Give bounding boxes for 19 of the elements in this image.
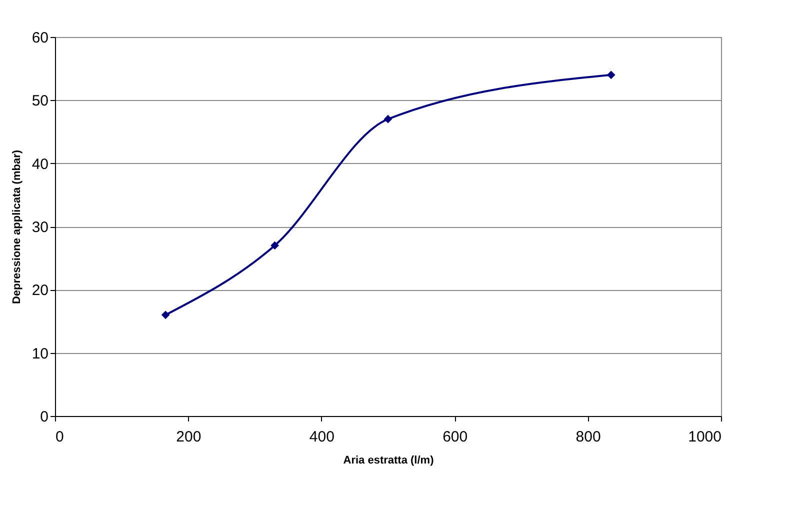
point — [384, 114, 392, 124]
y-tick-label: 10 — [32, 345, 48, 362]
y-tick-label: 50 — [32, 92, 48, 110]
x-tick-label: 1000 — [688, 428, 722, 446]
x-tick-label: 800 — [576, 428, 601, 446]
x-axis-title: Aria estratta (l/m) — [343, 454, 434, 466]
x-tick-label: 400 — [309, 428, 334, 446]
y-tick-label: 60 — [32, 30, 48, 46]
point — [161, 310, 170, 320]
y-tick-label: 0 — [40, 408, 48, 426]
x-tick-label: 600 — [442, 428, 468, 446]
point — [606, 70, 616, 80]
x-tick-label: 200 — [176, 428, 202, 446]
y-tick-label: 20 — [32, 282, 48, 300]
point — [270, 241, 279, 250]
y-tick-label: 40 — [32, 156, 48, 173]
x-tick-label: 0 — [56, 428, 64, 446]
y-axis-title: Depressione applicata (mbar) — [10, 150, 23, 304]
y-tick-label: 30 — [32, 219, 48, 236]
